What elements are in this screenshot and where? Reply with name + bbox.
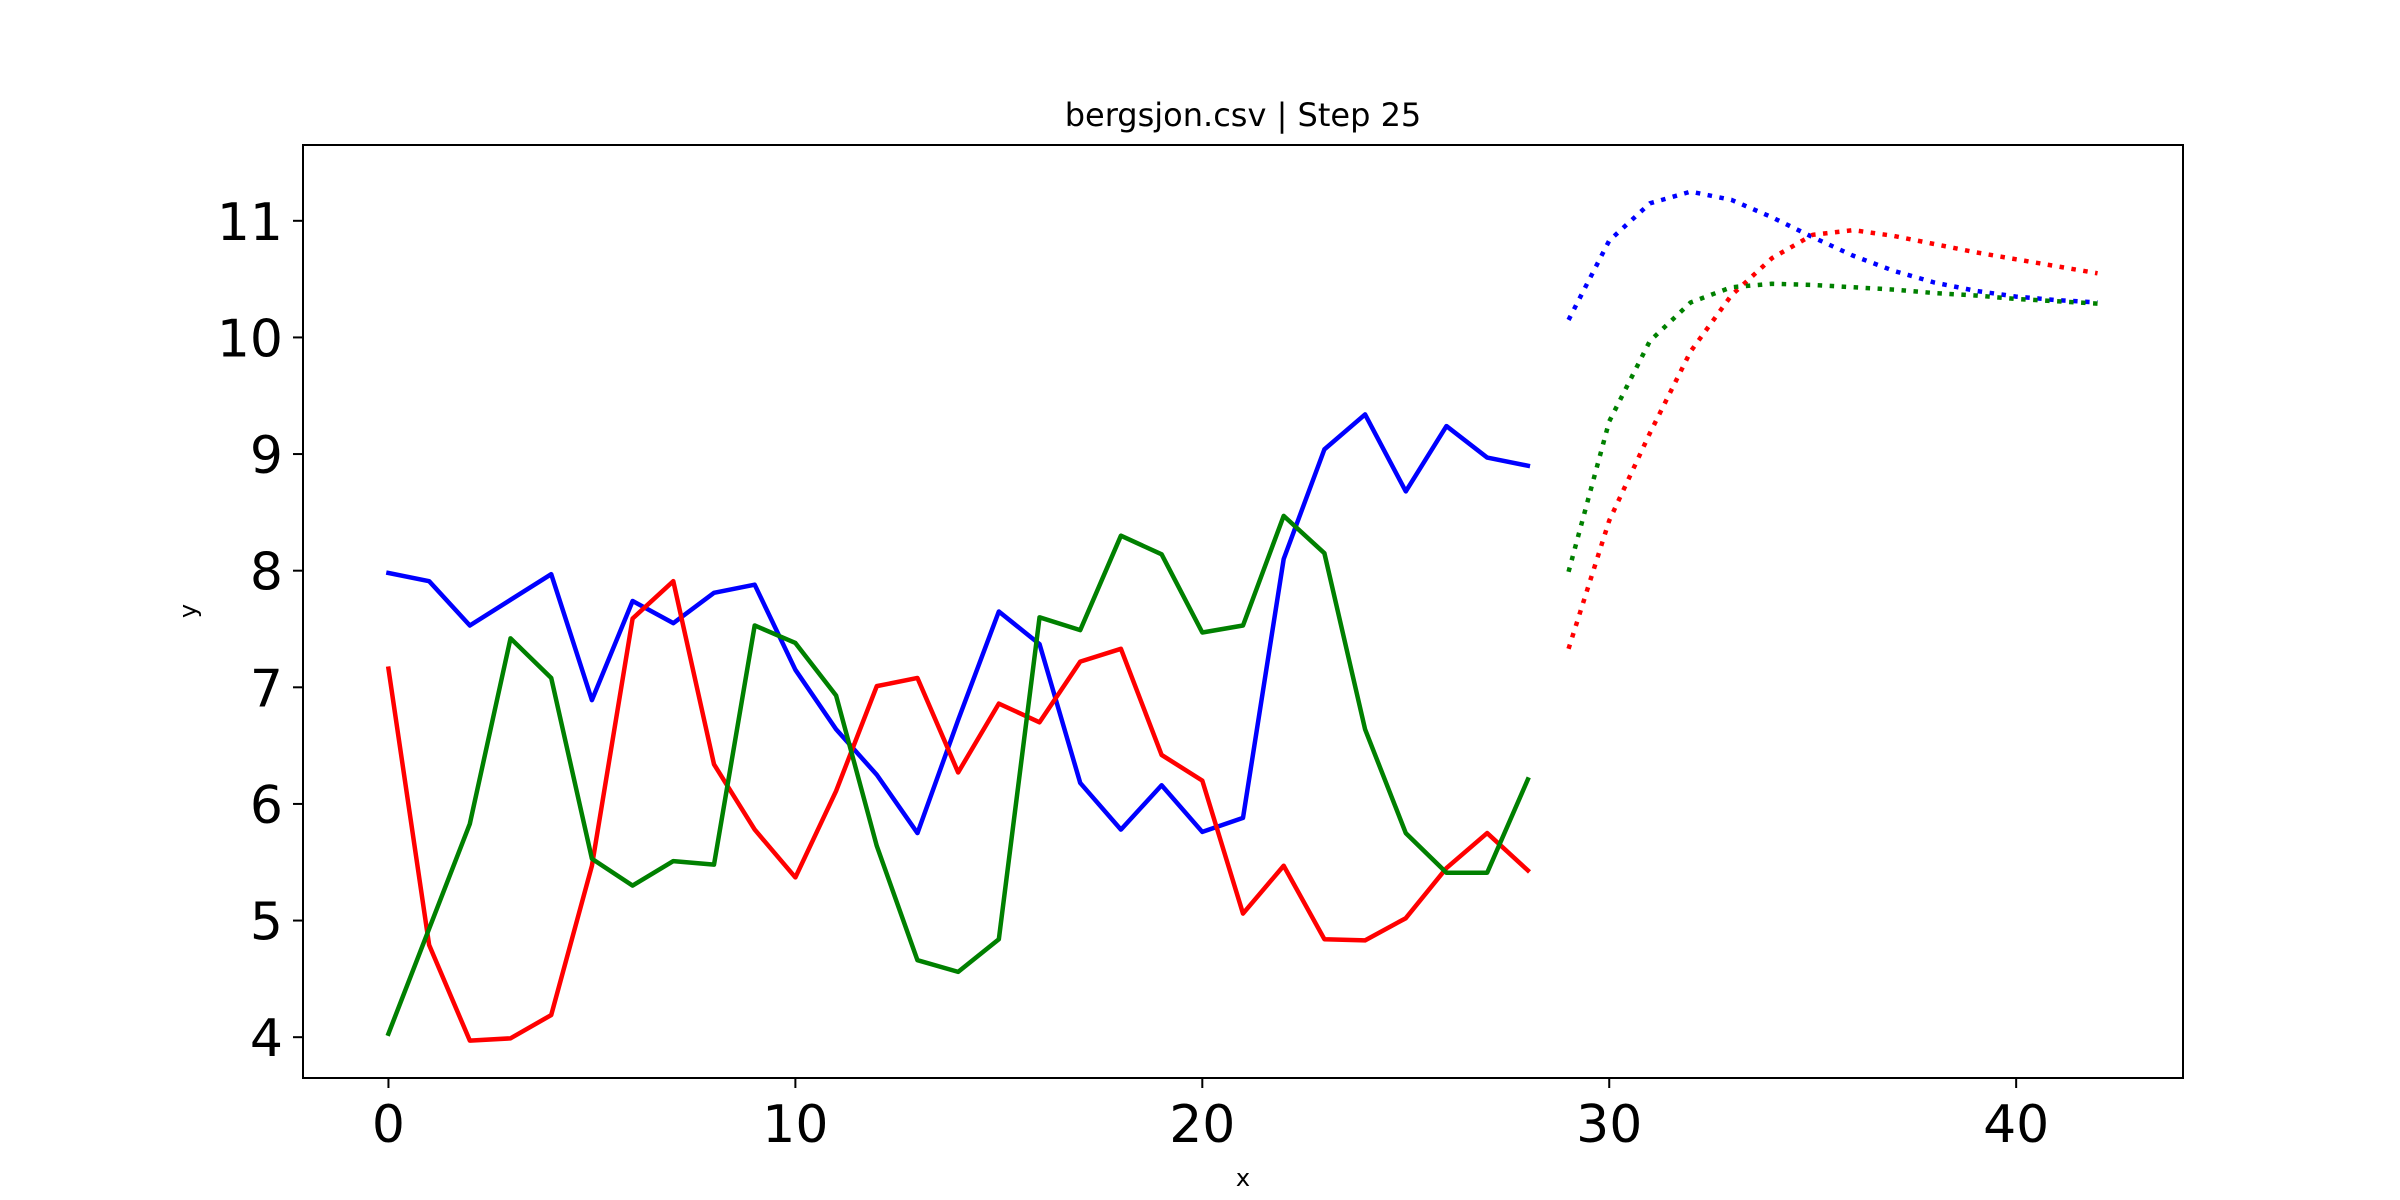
- x-tick-label: 40: [1983, 1095, 2049, 1155]
- y-axis-ticks: 4 5 6 7 8 9 10 11: [217, 193, 303, 1069]
- y-tick-label: 6: [250, 776, 283, 836]
- series-layer: [385, 189, 2098, 1043]
- series-line-6: [1566, 281, 2098, 573]
- chart-title: bergsjon.csv | Step 25: [1065, 96, 1422, 134]
- x-axis-ticks: 0 10 20 30 40: [372, 1078, 2049, 1155]
- y-tick-label: 4: [250, 1009, 283, 1069]
- plot-frame: [302, 144, 2184, 1079]
- series-line-1: [385, 412, 1531, 836]
- y-tick-label: 11: [217, 193, 283, 253]
- y-tick-label: 10: [217, 309, 283, 369]
- x-tick-label: 20: [1169, 1095, 1235, 1155]
- x-tick-label: 30: [1576, 1095, 1642, 1155]
- y-tick-label: 9: [250, 426, 283, 486]
- y-tick-label: 8: [250, 543, 283, 603]
- y-tick-label: 7: [250, 659, 283, 719]
- y-tick-label: 5: [250, 893, 283, 953]
- series-line-3: [385, 513, 1531, 1037]
- x-axis-label: x: [1236, 1164, 1250, 1192]
- x-tick-label: 0: [372, 1095, 405, 1155]
- series-line-2: [385, 578, 1532, 1043]
- x-tick-label: 10: [762, 1095, 828, 1155]
- y-axis-label: y: [174, 604, 202, 618]
- series-line-4: [1566, 189, 2098, 321]
